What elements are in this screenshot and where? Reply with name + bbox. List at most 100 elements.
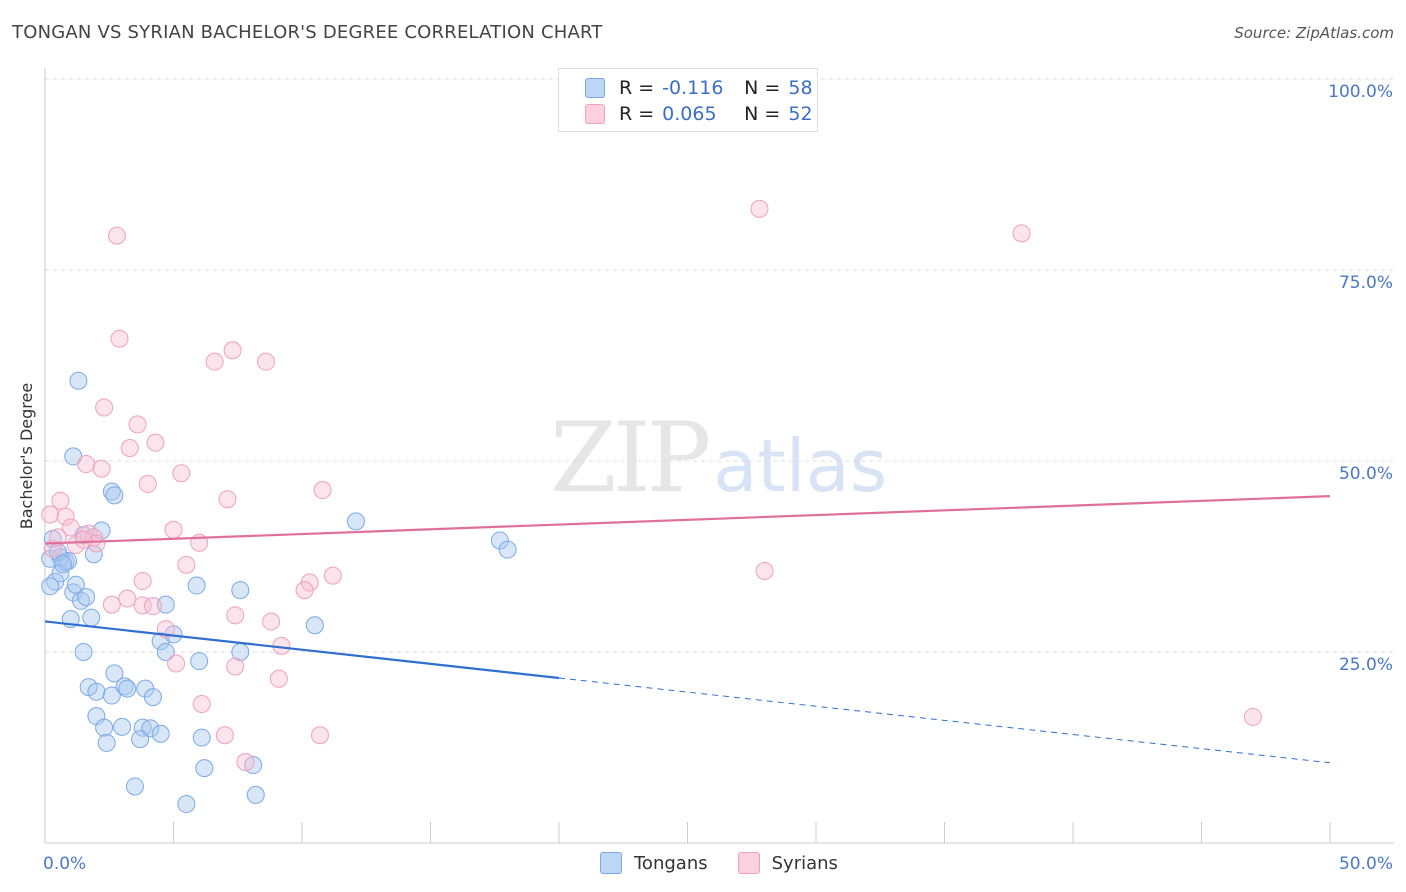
tongan-point [74,643,93,661]
tongan-trend-line [44,620,560,680]
syrian-point [269,669,288,688]
series-legend: Tongans Syrians [600,852,868,874]
syrian-point [310,726,329,745]
tongan-point [69,371,88,390]
chart-title: TONGAN VS SYRIAN BACHELOR'S DEGREE CORRE… [12,22,603,43]
syrian-point [95,398,114,417]
legend-r-label: R = [619,77,655,99]
syrian-point [172,464,191,483]
tongan-point [97,733,116,752]
tongan-point [125,777,144,796]
tongan-point [131,730,150,749]
legend-row-tongans: R = -0.116 N = 58 [585,77,813,99]
tongan-point [231,581,250,600]
syrian-point [205,352,224,371]
syrian-point [92,459,111,478]
syrians-label: Syrians [771,852,838,874]
tongans-label: Tongans [634,852,708,874]
tongan-point [77,587,96,606]
legend-r-value: 0.065 [662,103,717,125]
syrian-trend-line [44,495,1331,545]
syrian-point [192,694,211,713]
syrian-point [755,562,774,581]
tongans-swatch [600,852,622,874]
tongan-point [195,759,214,778]
y-tick-label: 100.0% [1328,82,1393,102]
syrian-point [295,581,314,600]
syrian-point [118,589,137,608]
tongan-point [95,718,114,737]
tongan-trend-extension [558,677,1331,764]
legend-row-syrians: R = 0.065 N = 52 [585,103,813,125]
tongan-point [133,718,152,737]
syrian-point [61,518,80,537]
tongan-point [66,575,85,594]
syrians-swatch [737,852,760,874]
syrian-point [128,415,147,434]
source-label: Source: ZipAtlas.com [1234,24,1394,42]
tongan-point [156,643,175,661]
legend-r-label: R = [619,103,655,125]
syrian-point [323,566,342,585]
syrian-point [138,474,157,493]
syrian-point [102,595,121,614]
y-axis-label: Bachelor's Degree [17,383,36,529]
tongan-point [113,717,132,736]
syrian-point [750,199,769,218]
watermark-atlas: atlas [713,424,888,508]
legend-n-label: N = [744,103,781,125]
tongan-point [87,682,106,701]
syrian-point [110,329,129,348]
tongan-point [490,531,509,550]
legend-item-tongans[interactable]: Tongans [600,852,708,874]
syrian-point [56,507,75,526]
tongan-point [498,540,517,559]
y-tick-label: 75.0% [1339,273,1393,293]
tongan-point [187,576,206,595]
legend-item-syrians[interactable]: Syrians [737,852,838,874]
syrian-point [51,491,70,510]
syrian-point [226,606,245,625]
legend-swatch-syrians [585,104,605,124]
syrian-point [218,490,237,509]
syrian-point [43,539,62,558]
tongan-point [118,679,137,698]
tongan-point [102,686,121,705]
tongan-point [190,652,209,671]
tongan-point [59,552,78,571]
syrian-point [257,352,276,371]
tongan-point [346,512,365,531]
syrian-point [107,226,126,245]
syrian-point [133,596,152,615]
x-tick-label: 0.0% [43,854,86,874]
syrian-point [77,455,96,474]
syrian-point [215,726,234,745]
x-tick-label: 50.0% [1339,854,1393,874]
syrian-point [146,433,165,452]
tongan-point [246,785,265,804]
legend-r-value: -0.116 [662,77,724,99]
tongan-point [156,595,175,614]
legend-swatch-tongans [585,78,605,98]
tongan-point [105,486,124,505]
tongan-point [177,795,196,814]
syrian-point [177,555,196,574]
syrian-point [48,528,67,547]
syrian-point [120,439,139,458]
tongan-point [151,724,170,743]
syrian-point [167,654,186,673]
correlation-legend: R = -0.116 N = 58 R = 0.065 N = 52 [558,68,818,132]
y-tick-label: 50.0% [1339,464,1393,484]
syrian-point [1012,224,1031,243]
watermark: ZIPatlas [550,402,887,514]
tongan-point [53,555,72,574]
syrian-point [1243,707,1262,726]
watermark-zip: ZIP [550,402,711,514]
syrian-point [74,530,93,549]
legend-n-value: 52 [788,103,813,125]
tongan-point [82,608,101,627]
tongan-point [305,616,324,635]
tongan-point [105,664,124,683]
syrian-point [236,753,255,772]
syrian-point [143,597,162,616]
